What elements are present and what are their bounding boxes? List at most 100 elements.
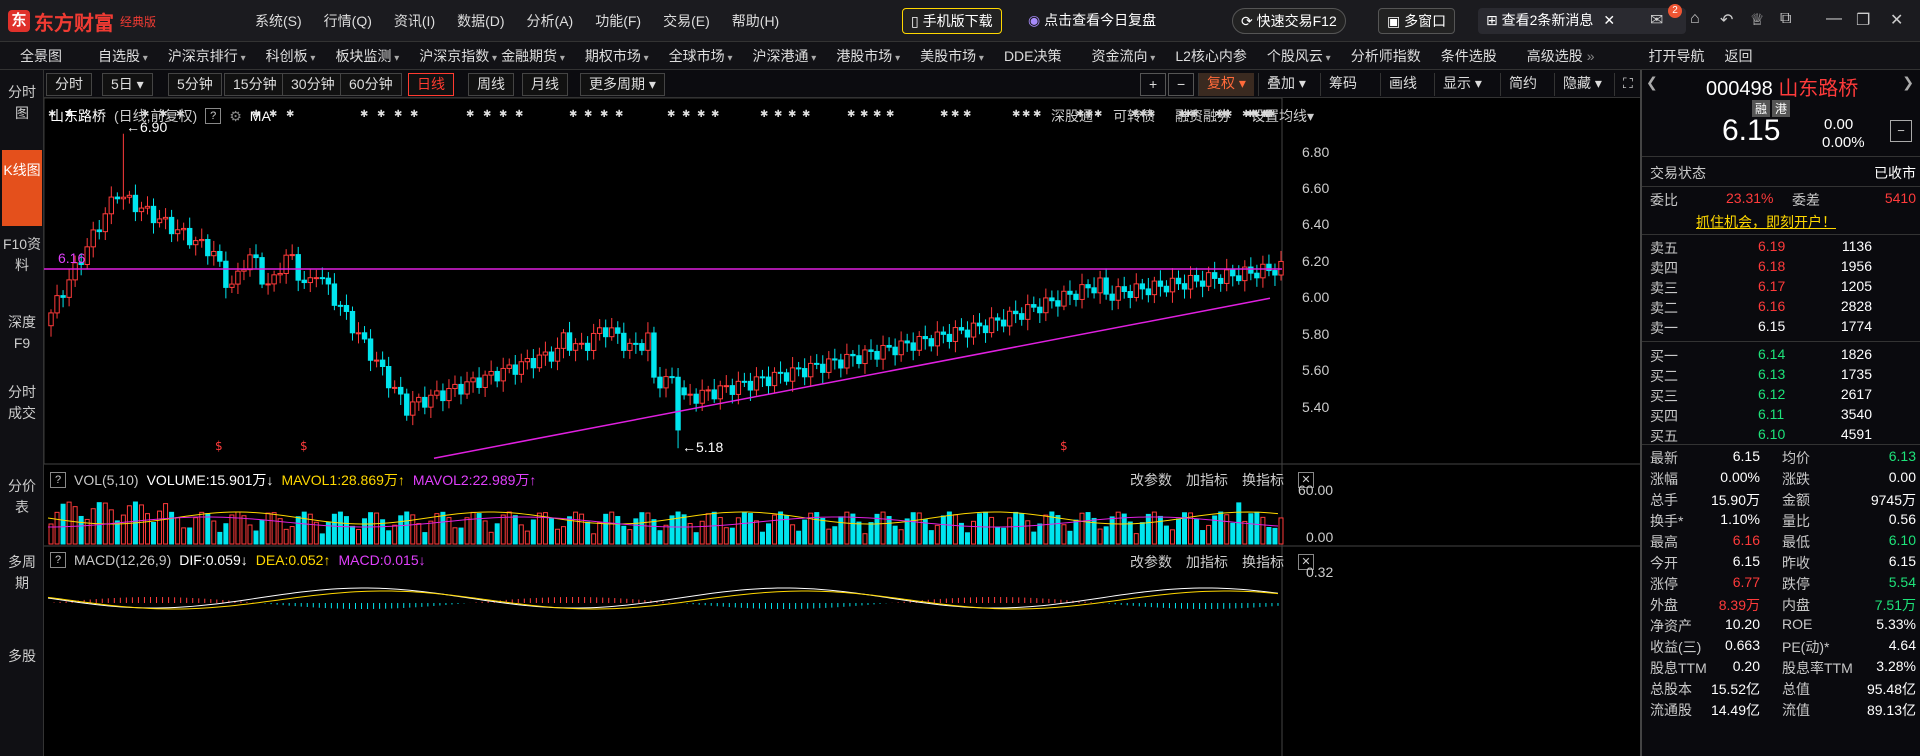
vol-help-icon[interactable]: ?	[50, 472, 66, 488]
menu-news[interactable]: 资讯(I)	[393, 13, 436, 29]
macd-add-indicator[interactable]: 加指标	[1186, 554, 1228, 570]
tab-depth[interactable]: 深度F9	[8, 314, 36, 351]
nav-sector-monitor[interactable]: 板块监测	[335, 46, 399, 66]
open-account-link[interactable]: 抓住机会，即刻开户！	[1696, 214, 1836, 230]
nav-l2[interactable]: L2核心内参	[1175, 47, 1247, 64]
link-convertible[interactable]: 可转债	[1112, 108, 1155, 124]
news-button[interactable]: ⊞ 查看2条新消息 ✕	[1478, 8, 1686, 34]
link-sgt[interactable]: 深股通	[1050, 108, 1093, 124]
display-button[interactable]: 显示 ▾	[1434, 73, 1490, 96]
nav-futures[interactable]: 金融期货	[501, 46, 565, 66]
kline-chart-svg[interactable]: ✱ ✱ ✱✱ ✱ ✱✱ ✱ ✱✱ ✱ ✱✱ ✱ ✱✱ ✱ ✱✱✱ ✱✱✱ ✱✱✱ ✱✱✱ ✱✱✱ ✱✱✱ ✱ ✱✱ ✱ ✱…	[44, 98, 1640, 756]
zoom-out-icon[interactable]: −	[1168, 73, 1195, 96]
link-set-ma[interactable]: 设置均线▾	[1250, 108, 1314, 124]
nav-capital-flow[interactable]: 资金流向	[1092, 46, 1156, 66]
ask-row[interactable]: 卖四 6.18 1956	[1642, 258, 1920, 278]
next-stock-icon[interactable]: ❯	[1902, 74, 1914, 90]
settings-icon[interactable]: ⚙	[229, 107, 242, 124]
help-icon[interactable]: ?	[205, 108, 222, 124]
simple-button[interactable]: 简约	[1500, 73, 1545, 96]
collapse-icon[interactable]: −	[1890, 120, 1912, 142]
link-margin[interactable]: 融资融券	[1174, 108, 1231, 124]
menu-help[interactable]: 帮助(H)	[731, 13, 780, 29]
bid-row[interactable]: 买三 6.12 2617	[1642, 386, 1920, 406]
nav-condition[interactable]: 条件选股	[1440, 47, 1497, 64]
nav-stock-wind[interactable]: 个股风云	[1267, 46, 1331, 66]
macd-title[interactable]: MACD(12,26,9)	[74, 552, 172, 568]
bid-row[interactable]: 买一 6.14 1826	[1642, 346, 1920, 366]
period-5min[interactable]: 5分钟	[168, 73, 222, 96]
menu-system[interactable]: 系统(S)	[255, 13, 302, 29]
tab-f10[interactable]: F10资料	[2, 236, 42, 273]
draw-button[interactable]: 画线	[1380, 73, 1425, 96]
menu-data[interactable]: 数据(D)	[457, 13, 505, 29]
vol-close-icon[interactable]: ✕	[1298, 472, 1314, 488]
period-more[interactable]: 更多周期 ▾	[580, 73, 665, 96]
bell-icon[interactable]: ⌂	[1690, 10, 1700, 27]
mobile-download-button[interactable]: ▯ 手机版下载	[902, 8, 1002, 34]
period-15min[interactable]: 15分钟	[224, 73, 286, 96]
ask-row[interactable]: 卖二 6.16 2828	[1642, 298, 1920, 318]
tab-multi-stock[interactable]: 多股	[8, 648, 36, 664]
bid-row[interactable]: 买五 6.10 4591	[1642, 426, 1920, 446]
nav-ranking[interactable]: 沪深京排行	[168, 46, 246, 66]
close-icon[interactable]: ✕	[1603, 12, 1616, 28]
nav-analyst[interactable]: 分析师指数	[1350, 47, 1421, 64]
adjust-button[interactable]: 复权 ▾	[1198, 73, 1254, 96]
tab-multi-period[interactable]: 多周期	[8, 554, 36, 591]
nav-hk[interactable]: 港股市场	[836, 46, 900, 66]
fullscreen-icon[interactable]: ⛶	[1614, 73, 1641, 96]
tab-price-table[interactable]: 分价表	[8, 478, 36, 515]
nav-more-icon[interactable]: »	[1586, 47, 1595, 64]
prev-stock-icon[interactable]: ❮	[1646, 74, 1658, 90]
macd-switch-indicator[interactable]: 换指标	[1242, 554, 1284, 570]
restore-icon[interactable]: ⧉	[1780, 10, 1792, 27]
nav-index[interactable]: 沪深京指数	[419, 46, 497, 66]
macd-edit-params[interactable]: 改参数	[1130, 554, 1172, 570]
period-30min[interactable]: 30分钟	[282, 73, 344, 96]
tab-timeshare[interactable]: 分时图	[8, 84, 36, 121]
ask-row[interactable]: 卖三 6.17 1205	[1642, 278, 1920, 298]
nav-connect[interactable]: 沪深港通	[753, 46, 817, 66]
shirt-icon[interactable]: ♕	[1750, 12, 1765, 29]
minimize-icon[interactable]: —	[1826, 10, 1842, 27]
bid-row[interactable]: 买二 6.13 1735	[1642, 366, 1920, 386]
period-daily[interactable]: 日线	[408, 73, 454, 96]
ask-row[interactable]: 卖五 6.19 1136	[1642, 238, 1920, 258]
nav-us[interactable]: 美股市场	[920, 46, 984, 66]
zoom-in-icon[interactable]: +	[1140, 73, 1167, 96]
period-60min[interactable]: 60分钟	[340, 73, 402, 96]
nav-global[interactable]: 全球市场	[669, 46, 733, 66]
nav-advanced[interactable]: 高级选股	[1526, 47, 1583, 64]
nav-watchlist[interactable]: 自选股	[98, 46, 148, 66]
period-monthly[interactable]: 月线	[522, 73, 568, 96]
hide-button[interactable]: 隐藏 ▾	[1554, 73, 1610, 96]
tab-tick[interactable]: 分时成交	[8, 384, 36, 421]
macd-close-icon[interactable]: ✕	[1298, 554, 1314, 570]
maximize-icon[interactable]: ❐	[1856, 12, 1871, 29]
nav-options[interactable]: 期权市场	[585, 46, 649, 66]
replay-link[interactable]: ◉ 点击查看今日复盘	[1028, 12, 1157, 28]
nav-back[interactable]: 返回	[1724, 47, 1753, 64]
period-5day[interactable]: 5日 ▾	[102, 73, 153, 96]
chips-button[interactable]: 筹码	[1320, 73, 1365, 96]
back-icon[interactable]: ↶	[1720, 12, 1734, 29]
nav-dde[interactable]: DDE决策	[1003, 47, 1062, 64]
menu-trade[interactable]: 交易(E)	[663, 13, 710, 29]
vol-title[interactable]: VOL(5,10)	[74, 472, 139, 488]
nav-star-market[interactable]: 科创板	[266, 46, 316, 66]
menu-analysis[interactable]: 分析(A)	[526, 13, 574, 29]
bid-row[interactable]: 买四 6.11 3540	[1642, 406, 1920, 426]
menu-quotes[interactable]: 行情(Q)	[323, 13, 372, 29]
nav-panorama[interactable]: 全景图	[20, 47, 62, 64]
macd-help-icon[interactable]: ?	[50, 552, 66, 568]
vol-add-indicator[interactable]: 加指标	[1186, 472, 1228, 488]
ma-label[interactable]: MA	[249, 108, 271, 124]
overlay-button[interactable]: 叠加 ▾	[1258, 73, 1314, 96]
tab-kline[interactable]: K线图	[2, 150, 42, 226]
nav-open[interactable]: 打开导航	[1648, 47, 1705, 64]
quick-trade-button[interactable]: ⟳ 快速交易F12	[1232, 8, 1346, 34]
period-weekly[interactable]: 周线	[468, 73, 514, 96]
mail-icon[interactable]: ✉	[1650, 12, 1664, 29]
ask-row[interactable]: 卖一 6.15 1774	[1642, 318, 1920, 338]
